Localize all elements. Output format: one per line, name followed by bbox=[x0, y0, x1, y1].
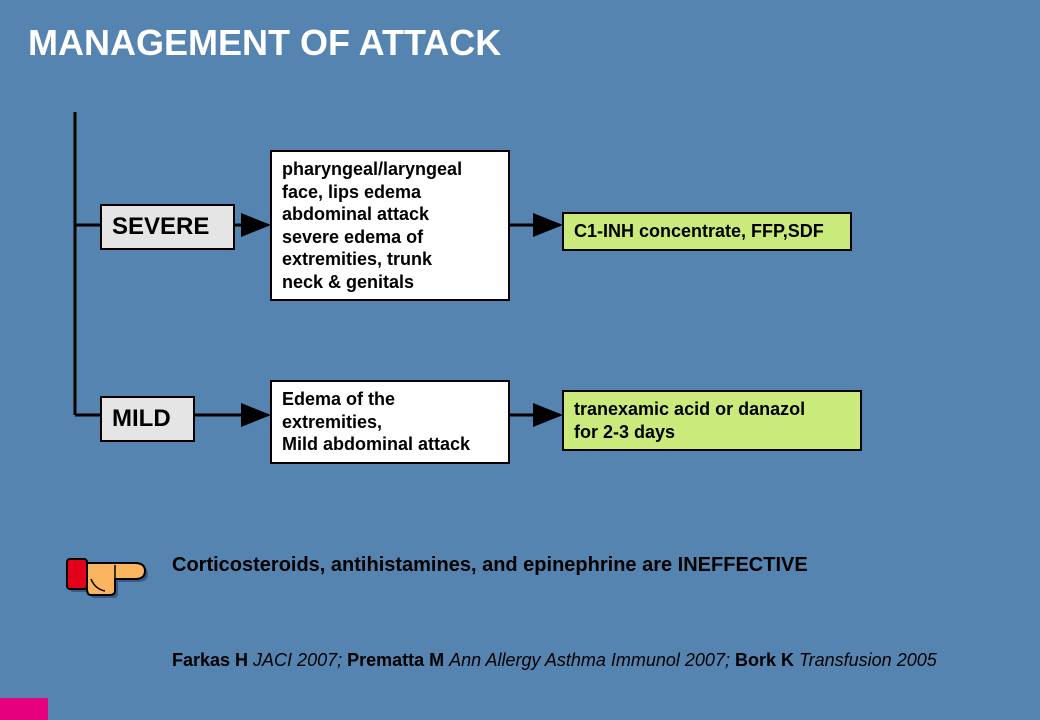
ref-journal-1: JACI 2007; bbox=[253, 650, 347, 670]
ref-journal-3: Transfusion 2005 bbox=[799, 650, 937, 670]
mild-treatment-node: tranexamic acid or danazol for 2-3 days bbox=[562, 390, 862, 451]
ref-author-3: Bork K bbox=[735, 650, 799, 670]
ref-journal-2: Ann Allergy Asthma Immunol 2007; bbox=[449, 650, 735, 670]
pointing-hand-icon bbox=[65, 545, 155, 608]
mild-node: MILD bbox=[100, 396, 195, 442]
mild-symptoms-node: Edema of the extremities, Mild abdominal… bbox=[270, 380, 510, 464]
severe-symptoms-node: pharyngeal/laryngeal face, lips edema ab… bbox=[270, 150, 510, 301]
ineffective-note: Corticosteroids, antihistamines, and epi… bbox=[172, 552, 872, 578]
connector-lines bbox=[0, 0, 1040, 720]
severe-treatment-node: C1-INH concentrate, FFP,SDF bbox=[562, 212, 852, 251]
corner-accent bbox=[0, 698, 48, 720]
references: Farkas H JACI 2007; Prematta M Ann Aller… bbox=[172, 650, 1002, 671]
ref-author-2: Prematta M bbox=[347, 650, 449, 670]
ref-author-1: Farkas H bbox=[172, 650, 253, 670]
severe-node: SEVERE bbox=[100, 204, 235, 250]
